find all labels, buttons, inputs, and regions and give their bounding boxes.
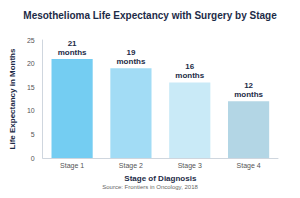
svg-text:25: 25	[27, 37, 35, 44]
svg-text:21: 21	[68, 39, 77, 48]
svg-text:0: 0	[31, 155, 35, 162]
svg-text:months: months	[58, 48, 87, 57]
svg-text:Stage of Diagnosis: Stage of Diagnosis	[124, 174, 197, 183]
svg-text:months: months	[234, 90, 263, 99]
svg-text:months: months	[116, 57, 145, 66]
svg-text:5: 5	[31, 131, 35, 138]
svg-text:12: 12	[244, 81, 253, 90]
svg-text:Source: Frontiers in Oncology,: Source: Frontiers in Oncology, 2018	[102, 184, 198, 190]
svg-text:Stage 1: Stage 1	[60, 162, 84, 170]
svg-text:Life Expectancy in Months: Life Expectancy in Months	[8, 48, 17, 149]
svg-text:20: 20	[27, 60, 35, 67]
svg-text:15: 15	[27, 84, 35, 91]
svg-text:Stage 2: Stage 2	[119, 162, 143, 170]
svg-text:Stage 4: Stage 4	[237, 162, 261, 170]
svg-text:16: 16	[185, 62, 194, 71]
svg-text:months: months	[175, 71, 204, 80]
svg-text:19: 19	[126, 48, 135, 57]
svg-text:Mesothelioma Life Expectancy w: Mesothelioma Life Expectancy with Surger…	[23, 10, 277, 21]
svg-text:10: 10	[27, 107, 35, 114]
svg-text:Stage 3: Stage 3	[178, 162, 202, 170]
